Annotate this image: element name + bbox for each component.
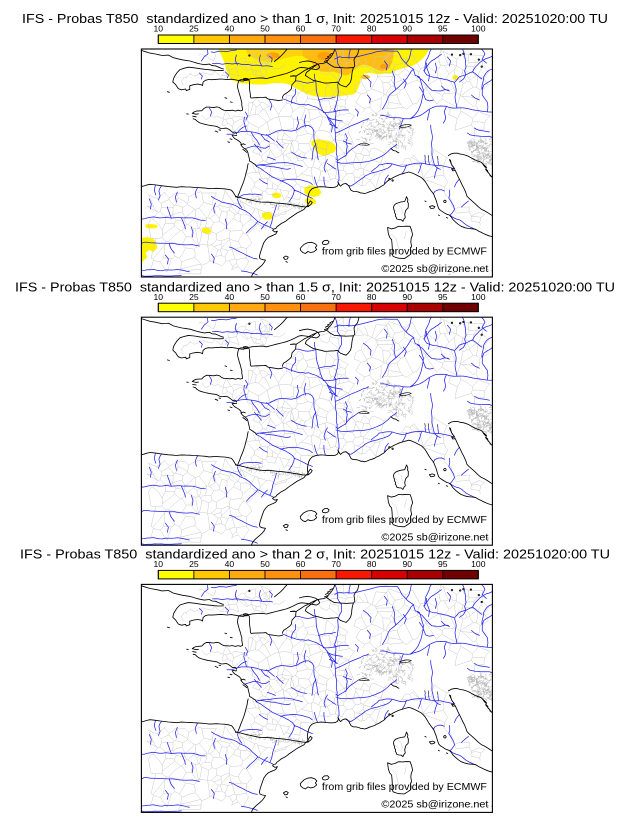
svg-text:60: 60 (296, 559, 306, 569)
svg-text:80: 80 (367, 292, 377, 302)
svg-text:60: 60 (296, 24, 306, 34)
svg-text:25: 25 (189, 559, 199, 569)
svg-text:95: 95 (438, 292, 448, 302)
svg-text:40: 40 (225, 24, 235, 34)
svg-text:60: 60 (296, 292, 306, 302)
svg-text:IFS - Probas T850 standardize: IFS - Probas T850 standardized ano > tha… (22, 12, 608, 26)
svg-text:IFS - Probas T850 standardize: IFS - Probas T850 standardized ano > tha… (15, 280, 615, 294)
svg-text:IFS - Probas T850 standardize: IFS - Probas T850 standardized ano > tha… (20, 548, 610, 562)
svg-text:100: 100 (471, 292, 486, 302)
svg-text:25: 25 (189, 292, 199, 302)
svg-text:70: 70 (331, 292, 341, 302)
svg-text:90: 90 (402, 24, 412, 34)
svg-text:95: 95 (438, 559, 448, 569)
svg-text:80: 80 (367, 24, 377, 34)
svg-text:90: 90 (402, 292, 412, 302)
svg-text:95: 95 (438, 24, 448, 34)
svg-text:100: 100 (471, 559, 486, 569)
svg-text:40: 40 (225, 559, 235, 569)
svg-text:100: 100 (471, 24, 486, 34)
svg-text:10: 10 (154, 24, 164, 34)
svg-text:70: 70 (331, 559, 341, 569)
svg-text:10: 10 (154, 292, 164, 302)
svg-text:50: 50 (260, 24, 270, 34)
svg-text:25: 25 (189, 24, 199, 34)
svg-text:50: 50 (260, 559, 270, 569)
svg-text:70: 70 (331, 24, 341, 34)
svg-text:90: 90 (402, 559, 412, 569)
svg-text:10: 10 (154, 559, 164, 569)
svg-text:50: 50 (260, 292, 270, 302)
svg-text:40: 40 (225, 292, 235, 302)
svg-text:80: 80 (367, 559, 377, 569)
